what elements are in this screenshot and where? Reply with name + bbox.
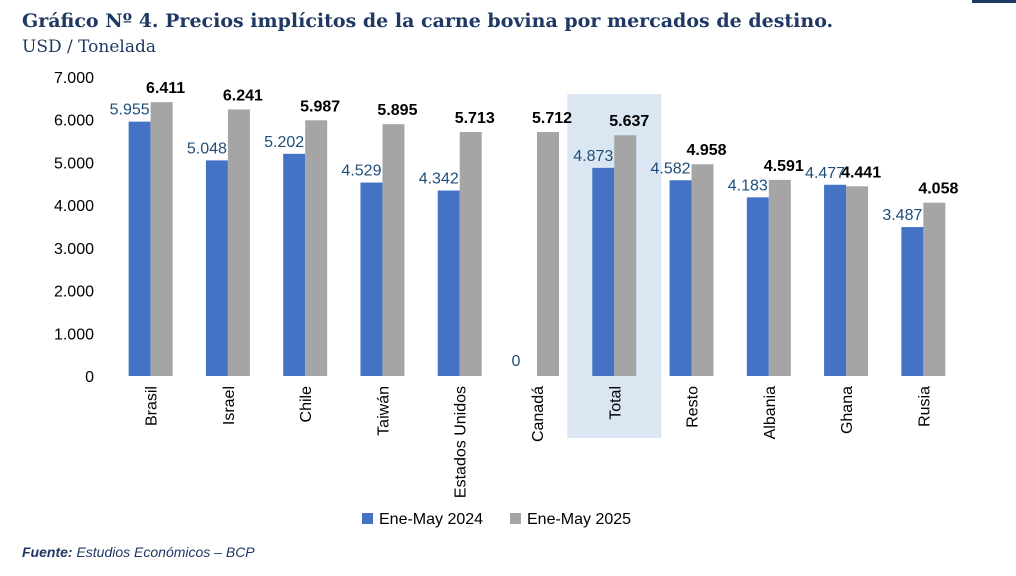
category-label: Resto — [685, 386, 702, 428]
bar-2025 — [923, 202, 946, 376]
bar-2024 — [746, 197, 769, 376]
y-tick-label: 4.000 — [54, 198, 94, 215]
value-label-2025: 5.895 — [377, 102, 417, 119]
bar-2024 — [901, 227, 924, 376]
value-label-2024: 4.582 — [651, 160, 691, 177]
value-label-2025: 5.987 — [300, 98, 340, 115]
value-label-2024: 4.183 — [728, 177, 768, 194]
y-tick-label: 7.000 — [54, 70, 94, 87]
y-tick-label: 5.000 — [54, 155, 94, 172]
bar-2024 — [592, 167, 615, 376]
bar-2025 — [537, 132, 559, 376]
y-tick-label: 6.000 — [54, 113, 94, 130]
bar-2025 — [382, 124, 405, 377]
legend-label-2025: Ene-May 2025 — [527, 511, 631, 528]
bar-2025 — [846, 186, 869, 376]
value-label-2024: 5.202 — [264, 134, 304, 151]
category-label: Brasil — [144, 386, 161, 426]
source-label: Fuente: — [22, 544, 73, 560]
y-tick-label: 0 — [85, 369, 94, 386]
value-label-2025: 4.591 — [764, 158, 804, 175]
bar-2024 — [669, 180, 692, 376]
bar-2025 — [459, 131, 482, 376]
bar-2025 — [305, 120, 328, 377]
value-label-2024: 4.873 — [573, 148, 613, 165]
corner-accent-bar — [972, 0, 1016, 3]
bar-2025 — [691, 164, 714, 376]
category-label: Chile — [298, 386, 315, 423]
value-label-2025: 5.637 — [609, 113, 649, 130]
value-label-2024: 3.487 — [882, 207, 922, 224]
category-label: Estados Unidos — [453, 386, 470, 498]
value-label-2025: 6.241 — [223, 87, 263, 104]
source-text: Estudios Económicos – BCP — [72, 544, 255, 560]
value-label-2024: 5.955 — [110, 102, 150, 119]
y-tick-label: 3.000 — [54, 241, 94, 258]
bar-2024 — [824, 184, 847, 376]
category-label: Taiwán — [375, 386, 392, 436]
legend-swatch-2024 — [362, 513, 373, 524]
bar-2024 — [437, 190, 460, 376]
value-label-2024: 5.048 — [187, 140, 227, 157]
y-tick-label: 2.000 — [54, 284, 94, 301]
bar-2024 — [205, 160, 228, 376]
value-label-2025: 4.441 — [841, 164, 881, 181]
category-label: Rusia — [916, 386, 933, 427]
category-label: Canadá — [530, 386, 547, 442]
bar-2024 — [360, 182, 383, 376]
bar-2024 — [128, 121, 151, 376]
bar-2025 — [227, 109, 250, 377]
chart-title: Gráfico Nº 4. Precios implícitos de la c… — [22, 10, 834, 32]
value-label-2024: 4.529 — [341, 163, 381, 180]
bar-2024 — [283, 153, 306, 376]
bar-2025 — [614, 135, 637, 376]
value-label-2025: 5.713 — [455, 110, 495, 127]
category-label: Albania — [762, 386, 779, 439]
bar-2025 — [150, 102, 173, 376]
y-tick-label: 1.000 — [54, 326, 94, 343]
category-label: Israel — [221, 386, 238, 425]
category-label: Total — [607, 386, 624, 420]
bar-2025 — [768, 179, 791, 376]
value-label-2025: 6.411 — [146, 80, 185, 97]
legend-label-2024: Ene-May 2024 — [379, 511, 483, 528]
value-label-2024: 4.477 — [805, 165, 845, 182]
value-label-2025: 4.058 — [918, 181, 958, 198]
value-label-2024: 4.342 — [419, 171, 459, 188]
value-label-2024: 0 — [512, 353, 521, 370]
value-label-2025: 4.958 — [687, 142, 727, 159]
chart-subtitle: USD / Tonelada — [22, 37, 156, 57]
category-label: Ghana — [839, 386, 856, 434]
source-note: Fuente: Estudios Económicos – BCP — [22, 544, 255, 560]
legend-swatch-2025 — [510, 513, 521, 524]
value-label-2025: 5.712 — [532, 110, 572, 127]
